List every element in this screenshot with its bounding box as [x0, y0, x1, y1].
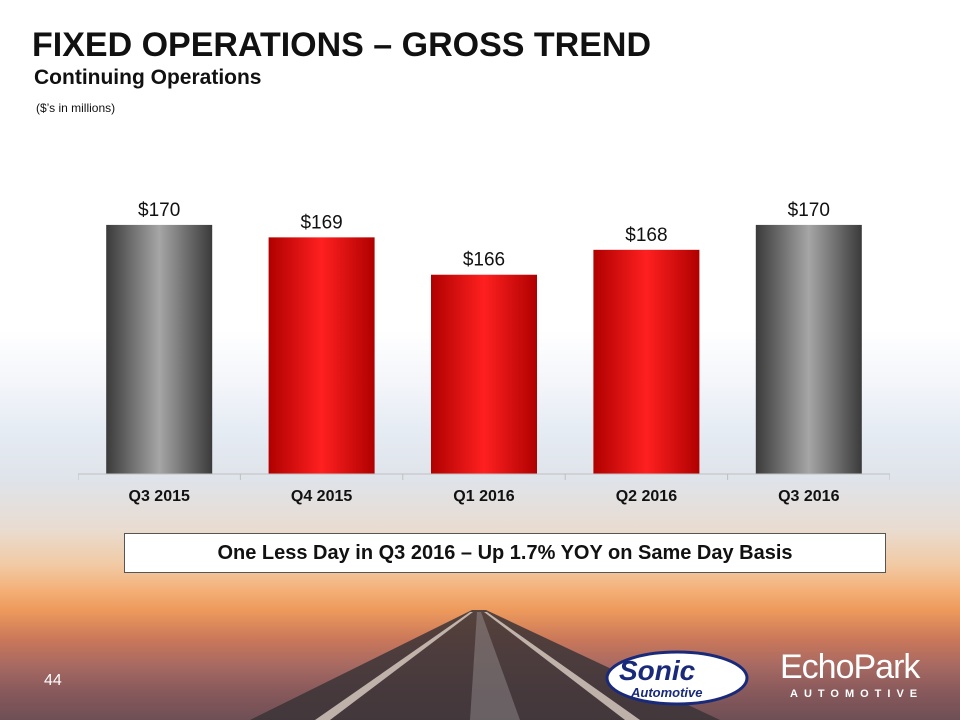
- echopark-logo-sub: AUTOMOTIVE: [790, 688, 924, 700]
- bar-q3-2016: [755, 224, 862, 474]
- bar-q4-2015: [268, 237, 375, 474]
- bar-q1-2016: [431, 274, 537, 474]
- bar-value-label: $170: [138, 200, 180, 221]
- x-tick-label: Q2 2016: [616, 488, 677, 505]
- bar-value-label: $166: [463, 250, 505, 271]
- x-tick-label: Q4 2015: [291, 488, 352, 505]
- bar-value-label: $168: [625, 225, 667, 246]
- sonic-logo-sub: Automotive: [630, 685, 703, 700]
- note-box: One Less Day in Q3 2016 – Up 1.7% YOY on…: [124, 533, 886, 573]
- page-number: 44: [44, 672, 62, 689]
- bars-group: $170 $169 $166 $168 $170: [106, 200, 862, 474]
- note-text: One Less Day in Q3 2016 – Up 1.7% YOY on…: [217, 541, 793, 564]
- units-note: ($’s in millions): [36, 101, 116, 115]
- x-axis: Q3 2015 Q4 2015 Q1 2016 Q2 2016 Q3 2016: [78, 473, 890, 505]
- gross-trend-bar-chart: $170 $169 $166 $168 $170 Q3 2015 Q4 2015 Q1 20…: [78, 200, 890, 505]
- x-tick-label: Q1 2016: [453, 488, 514, 505]
- page-subtitle: Continuing Operations: [34, 66, 262, 89]
- echopark-logo-word: EchoPark: [780, 648, 920, 686]
- page-title: FIXED OPERATIONS – GROSS TREND: [32, 26, 652, 64]
- bar-value-label: $169: [300, 212, 342, 233]
- bar-q2-2016: [593, 249, 700, 474]
- sonic-automotive-logo: Sonic Automotive: [605, 650, 749, 706]
- sonic-logo-word: Sonic: [619, 655, 696, 686]
- x-tick-label: Q3 2015: [129, 488, 190, 505]
- bar-value-label: $170: [788, 200, 830, 221]
- bar-q3-2015: [106, 224, 213, 474]
- x-tick-label: Q3 2016: [778, 488, 839, 505]
- echopark-logo: EchoPark AUTOMOTIVE: [780, 648, 940, 704]
